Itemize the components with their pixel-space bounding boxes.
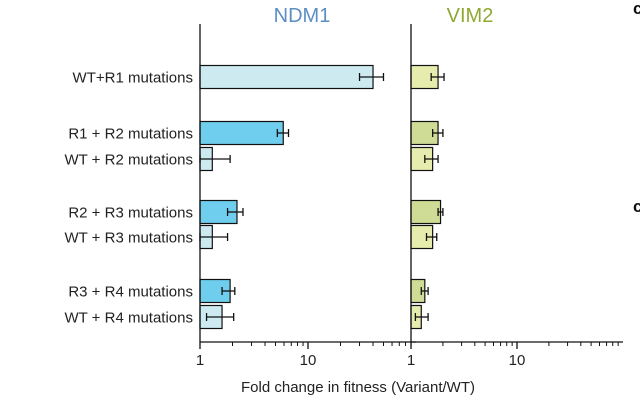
category-label: WT + R3 mutations: [64, 230, 193, 247]
x-tick-label: 1: [407, 352, 415, 369]
category-label: WT + R4 mutations: [64, 310, 193, 327]
x-tick-label: 10: [300, 352, 317, 369]
category-labels: WT+R1 mutations R1 + R2 mutations WT + R2 …: [64, 70, 193, 327]
category-label: R1 + R2 mutations: [68, 126, 193, 143]
category-label: R3 + R4 mutations: [68, 284, 193, 301]
x-axis-label: Fold change in fitness (Variant/WT): [241, 379, 475, 396]
panel-letter: c: [633, 0, 640, 18]
panel-title: NDM1: [274, 5, 331, 27]
category-label: WT + R2 mutations: [64, 152, 193, 169]
bar: [199, 120, 284, 146]
category-label: WT+R1 mutations: [73, 70, 193, 87]
chart-panels: NDM1 1 10 VIM2 1 10: [196, 5, 623, 369]
x-tick-label: 10: [509, 352, 526, 369]
panel-ndm1: NDM1 1 10: [196, 5, 416, 369]
category-label: R2 + R3 mutations: [68, 205, 193, 222]
panel-vim2: VIM2 1 10: [407, 5, 623, 369]
side-panel-letters: cc: [633, 0, 640, 216]
x-tick-label: 1: [196, 352, 204, 369]
panel-letter: c: [633, 197, 640, 216]
bar: [199, 64, 374, 90]
bar: [410, 199, 442, 225]
panel-title: VIM2: [447, 5, 494, 27]
